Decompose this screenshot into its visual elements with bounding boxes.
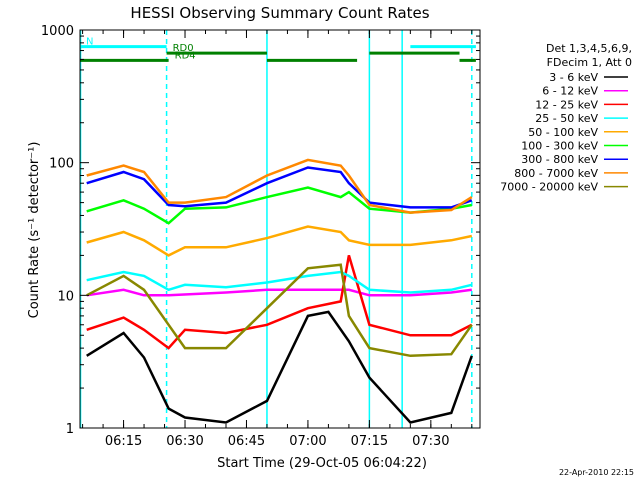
y-tick-label-1: 1 [66, 422, 74, 437]
x-tick-label-6: 07:30 [412, 434, 449, 449]
series-line-9 [86, 263, 473, 358]
series-line-7 [86, 166, 473, 209]
legend-label-1: 3 - 6 keV [549, 71, 598, 84]
legend-label-4: 25 - 50 keV [535, 112, 598, 125]
x-tick-label-2: 06:30 [166, 434, 203, 449]
legend-label-6: 100 - 300 keV [521, 140, 598, 153]
legend-header-line-2: FDecim 1, Att 0 [547, 56, 632, 69]
series-line-5 [86, 225, 473, 257]
series-line-3 [86, 255, 473, 350]
y-tick-label-100: 100 [49, 157, 74, 172]
y-tick-label-10: 10 [57, 289, 74, 304]
legend-label-2: 6 - 12 keV [542, 85, 598, 98]
series-line-6 [86, 186, 473, 225]
annotation-label-3: RD4 [175, 50, 196, 61]
series-line-8 [86, 158, 473, 214]
annotation-label-2: RD0 [173, 43, 194, 54]
x-tick-label-5: 07:15 [351, 434, 388, 449]
x-tick-label-1: 06:15 [105, 434, 142, 449]
legend-label-9: 7000 - 20000 keV [500, 181, 598, 194]
series-line-4 [86, 270, 473, 294]
x-axis-label: Start Time (29-Oct-05 06:04:22) [217, 456, 427, 471]
x-tick-label-4: 07:00 [289, 434, 326, 449]
legend-label-5: 50 - 100 keV [528, 126, 598, 139]
legend-label-7: 300 - 800 keV [521, 153, 598, 166]
chart-title: HESSI Observing Summary Count Rates [130, 4, 429, 22]
y-tick-label-1000: 1000 [41, 24, 74, 39]
annotation-label-1: N [86, 37, 93, 48]
legend-header-line-1: Det 1,3,4,5,6,9, [546, 42, 632, 55]
plot-frame [79, 29, 481, 429]
footer-timestamp: 22-Apr-2010 22:15 [559, 468, 634, 477]
x-tick-label-3: 06:45 [228, 434, 265, 449]
y-axis-label: Count Rate (s⁻¹ detector⁻¹) [27, 142, 42, 319]
legend-label-8: 800 - 7000 keV [514, 167, 598, 180]
legend-label-3: 12 - 25 keV [535, 98, 598, 111]
series-line-1 [86, 310, 473, 424]
